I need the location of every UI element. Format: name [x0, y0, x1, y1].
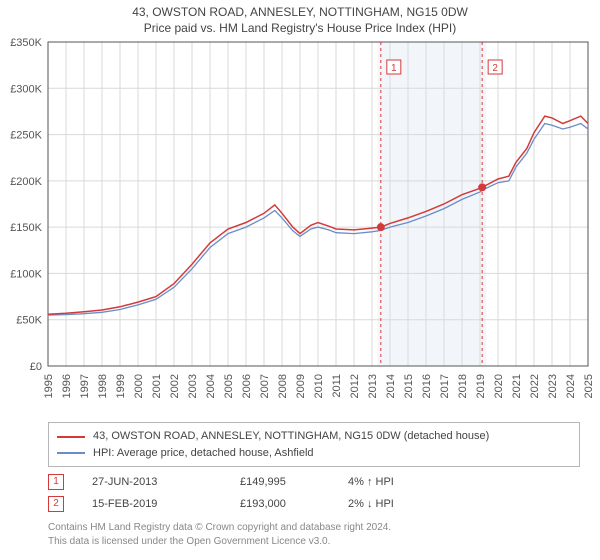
transaction-price: £149,995 — [240, 476, 320, 488]
svg-text:2012: 2012 — [349, 374, 361, 398]
legend-label-hpi: HPI: Average price, detached house, Ashf… — [93, 445, 314, 462]
transaction-date: 27-JUN-2013 — [92, 476, 212, 488]
svg-text:1995: 1995 — [43, 374, 55, 398]
legend-swatch-hpi — [57, 452, 85, 454]
svg-text:£100K: £100K — [10, 269, 42, 281]
svg-text:2025: 2025 — [583, 374, 595, 398]
svg-text:2013: 2013 — [367, 374, 379, 398]
marker-box-1: 1 — [48, 474, 64, 490]
table-row: 1 27-JUN-2013 £149,995 4% ↑ HPI — [48, 471, 580, 493]
svg-text:2005: 2005 — [223, 374, 235, 398]
footer-line-1: Contains HM Land Registry data © Crown c… — [48, 521, 580, 535]
svg-text:2015: 2015 — [403, 374, 415, 398]
svg-text:2001: 2001 — [151, 374, 163, 398]
svg-text:2019: 2019 — [475, 374, 487, 398]
svg-text:1997: 1997 — [79, 374, 91, 398]
svg-text:2020: 2020 — [493, 374, 505, 398]
svg-text:1998: 1998 — [97, 374, 109, 398]
svg-text:2021: 2021 — [511, 374, 523, 398]
transaction-date: 15-FEB-2019 — [92, 498, 212, 510]
svg-text:1999: 1999 — [115, 374, 127, 398]
svg-text:£250K: £250K — [10, 130, 42, 142]
svg-text:2004: 2004 — [205, 374, 217, 398]
svg-text:2007: 2007 — [259, 374, 271, 398]
svg-text:2016: 2016 — [421, 374, 433, 398]
svg-text:£300K: £300K — [10, 84, 42, 96]
legend-swatch-property — [57, 436, 85, 438]
svg-text:2008: 2008 — [277, 374, 289, 398]
svg-text:2010: 2010 — [313, 374, 325, 398]
transaction-delta: 2% ↓ HPI — [348, 498, 438, 510]
price-chart: £0 £50K £100K £150K £200K £250K £300K £350K 1995… — [0, 36, 600, 416]
svg-text:2000: 2000 — [133, 374, 145, 398]
svg-text:2022: 2022 — [529, 374, 541, 398]
svg-text:£0: £0 — [30, 361, 42, 373]
legend-item-property: 43, OWSTON ROAD, ANNESLEY, NOTTINGHAM, N… — [57, 428, 571, 445]
svg-text:2006: 2006 — [241, 374, 253, 398]
svg-text:1996: 1996 — [61, 374, 73, 398]
svg-text:£350K: £350K — [10, 37, 42, 49]
transaction-price: £193,000 — [240, 498, 320, 510]
svg-text:2002: 2002 — [169, 374, 181, 398]
table-row: 2 15-FEB-2019 £193,000 2% ↓ HPI — [48, 493, 580, 515]
transactions-table: 1 27-JUN-2013 £149,995 4% ↑ HPI 2 15-FEB… — [48, 471, 580, 515]
legend-item-hpi: HPI: Average price, detached house, Ashf… — [57, 445, 571, 462]
title-line-1: 43, OWSTON ROAD, ANNESLEY, NOTTINGHAM, N… — [0, 4, 600, 20]
legend-label-property: 43, OWSTON ROAD, ANNESLEY, NOTTINGHAM, N… — [93, 428, 489, 445]
footer-line-2: This data is licensed under the Open Gov… — [48, 535, 580, 549]
svg-text:£200K: £200K — [10, 176, 42, 188]
footer-attribution: Contains HM Land Registry data © Crown c… — [48, 521, 580, 548]
svg-text:2009: 2009 — [295, 374, 307, 398]
title-line-2: Price paid vs. HM Land Registry's House … — [0, 20, 600, 36]
svg-text:2023: 2023 — [547, 374, 559, 398]
svg-text:£150K: £150K — [10, 223, 42, 235]
svg-text:2024: 2024 — [565, 374, 577, 398]
svg-text:2011: 2011 — [331, 374, 343, 398]
svg-text:1: 1 — [391, 63, 397, 74]
svg-text:2014: 2014 — [385, 374, 397, 398]
svg-text:2003: 2003 — [187, 374, 199, 398]
marker-box-2: 2 — [48, 496, 64, 512]
legend: 43, OWSTON ROAD, ANNESLEY, NOTTINGHAM, N… — [48, 422, 580, 467]
svg-text:2018: 2018 — [457, 374, 469, 398]
svg-text:2017: 2017 — [439, 374, 451, 398]
transaction-delta: 4% ↑ HPI — [348, 476, 438, 488]
svg-text:£50K: £50K — [16, 315, 42, 327]
svg-text:2: 2 — [492, 63, 498, 74]
chart-title-block: 43, OWSTON ROAD, ANNESLEY, NOTTINGHAM, N… — [0, 0, 600, 36]
